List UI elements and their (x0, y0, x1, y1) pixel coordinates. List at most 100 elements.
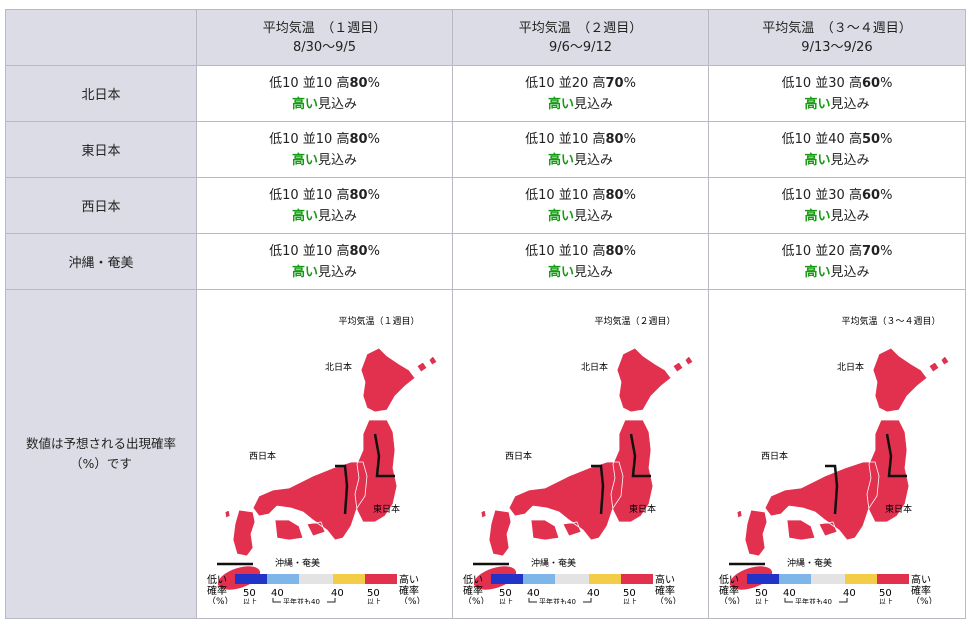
prob-unit: % (623, 187, 636, 203)
probability-cell: 低10 並10 高80% 高い見込み (196, 121, 453, 178)
outlook-rest: 見込み (830, 264, 870, 280)
legend-low-strong-swatch (747, 574, 779, 584)
probability-cell: 低10 並10 高80% 高い見込み (452, 233, 709, 290)
probability-cell: 低10 並40 高50% 高い見込み (708, 121, 966, 178)
prob-high-value: 80 (605, 131, 624, 147)
probability-cell: 低10 並10 高80% 高い見込み (452, 121, 709, 178)
forecast-map-cell: 平均気温（３〜４週目） 北日本 東日本 西日本 沖縄・奄美 低い 確率 （%） … (708, 289, 966, 619)
forecast-map-cell: 平均気温（１週目） 北日本 東日本 西日本 沖縄・奄美 低い 確率 （%） 高い… (196, 289, 453, 619)
legend-ijou-high: 以上 (623, 597, 637, 604)
prob-normal: 並10 (558, 131, 589, 147)
prob-high-value: 80 (349, 131, 368, 147)
legend: 低い 確率 （%） 高い 確率 （%） 50 40 40 50 以上 以上 平年… (719, 573, 938, 604)
japan-map-shape (224, 347, 438, 557)
region-name: 北日本 (5, 65, 197, 122)
legend-ijou-low: 以上 (755, 597, 769, 604)
header-corner (5, 9, 197, 66)
legend-tick-40-low: 40 (271, 588, 284, 599)
region-name: 沖縄・奄美 (5, 233, 197, 290)
legend-ijou-high: 以上 (879, 597, 893, 604)
prob-unit: % (880, 187, 893, 203)
prob-unit: % (880, 131, 893, 147)
outlook-emphasis: 高い (291, 208, 318, 224)
outlook-line: 高い見込み (453, 150, 708, 171)
probability-cell: 低10 並10 高80% 高い見込み (196, 233, 453, 290)
label-west-japan: 西日本 (761, 450, 788, 462)
legend-tick-50-low: 50 (243, 588, 256, 599)
period-dates: 9/13〜9/26 (801, 39, 873, 55)
label-okinawa: 沖縄・奄美 (531, 557, 576, 569)
prob-normal: 並10 (302, 243, 333, 259)
legend-pct-left: （%） (719, 596, 746, 604)
period-title: 平均気温 （１週目） (262, 20, 387, 36)
probability-cell: 低10 並20 高70% 高い見込み (708, 233, 966, 290)
probability-cell: 低10 並10 高80% 高い見込み (452, 177, 709, 234)
probability-line: 低10 並40 高50% (709, 129, 965, 150)
legend-bracket-right (582, 598, 591, 603)
legend-tick-40-high: 40 (331, 588, 344, 599)
table-row: 西日本 低10 並10 高80% 高い見込み 低10 並10 高80% 高い見込み 低10… (5, 177, 966, 234)
outlook-rest: 見込み (318, 96, 358, 112)
probability-line: 低10 並30 高60% (709, 185, 965, 206)
outlook-emphasis: 高い (804, 152, 831, 168)
legend-tick-50-high: 50 (879, 588, 892, 599)
prob-high-prefix: 高 (592, 75, 606, 91)
prob-high-value: 60 (861, 75, 881, 91)
legend-high-weak-swatch (332, 574, 365, 584)
probability-cell: 低10 並30 高60% 高い見込み (708, 177, 966, 234)
prob-normal: 並10 (302, 131, 333, 147)
legend-bracket-left (272, 598, 281, 603)
label-west-japan: 西日本 (505, 450, 532, 462)
prob-unit: % (623, 131, 636, 147)
probability-line: 低10 並10 高80% (453, 129, 708, 150)
prob-high-value: 60 (861, 187, 881, 203)
prob-normal: 並40 (815, 131, 845, 147)
prob-high-prefix: 高 (336, 187, 350, 203)
prob-low: 低10 (525, 187, 555, 203)
prob-unit: % (367, 131, 380, 147)
probability-line: 低10 並10 高80% (197, 185, 452, 206)
prob-unit: % (367, 75, 380, 91)
prob-normal: 並10 (558, 187, 589, 203)
legend-high-label: 高い (399, 573, 419, 586)
prob-low: 低10 (269, 243, 299, 259)
legend-low-strong-swatch (490, 574, 523, 584)
outlook-emphasis: 高い (804, 264, 831, 280)
prob-normal: 並20 (558, 75, 589, 91)
outlook-emphasis: 高い (291, 96, 318, 112)
label-okinawa: 沖縄・奄美 (275, 557, 320, 569)
prob-unit: % (623, 75, 636, 91)
outlook-emphasis: 高い (547, 96, 574, 112)
probability-line: 低10 並10 高80% (453, 185, 708, 206)
legend-tick-50-high: 50 (367, 588, 380, 599)
probability-line: 低10 並30 高60% (709, 73, 965, 94)
legend: 低い 確率 （%） 高い 確率 （%） 50 40 40 50 以上 以上 平年… (207, 573, 426, 604)
legend-pct-right: （%） (399, 596, 426, 604)
map-title: 平均気温（３〜４週目） (841, 315, 940, 327)
region-name: 西日本 (5, 177, 197, 234)
prob-unit: % (880, 75, 893, 91)
prob-low: 低10 (781, 131, 812, 147)
outlook-line: 高い見込み (709, 94, 965, 115)
legend-normal-note: 平年並も40 (283, 597, 320, 604)
outlook-line: 高い見込み (709, 262, 965, 283)
forecast-map: 平均気温（３〜４週目） 北日本 東日本 西日本 沖縄・奄美 低い 確率 （%） … (719, 315, 950, 604)
label-north-japan: 北日本 (325, 361, 352, 373)
outlook-rest: 見込み (574, 96, 614, 112)
prob-high-prefix: 高 (336, 131, 350, 147)
outlook-rest: 見込み (830, 208, 870, 224)
prob-normal: 並10 (302, 187, 333, 203)
prob-high-value: 80 (605, 187, 624, 203)
legend-normal-note: 平年並も40 (795, 597, 832, 604)
prob-high-prefix: 高 (336, 75, 350, 91)
outlook-rest: 見込み (574, 152, 614, 168)
label-east-japan: 東日本 (629, 503, 656, 515)
outlook-emphasis: 高い (291, 264, 318, 280)
prob-high-prefix: 高 (336, 243, 350, 259)
probability-cell: 低10 並10 高80% 高い見込み (196, 177, 453, 234)
legend-bracket-left (528, 598, 537, 603)
legend-low-weak-swatch (779, 574, 811, 584)
legend-ijou-high: 以上 (367, 597, 381, 604)
legend-normal-note: 平年並も40 (539, 597, 576, 604)
outlook-emphasis: 高い (547, 208, 574, 224)
